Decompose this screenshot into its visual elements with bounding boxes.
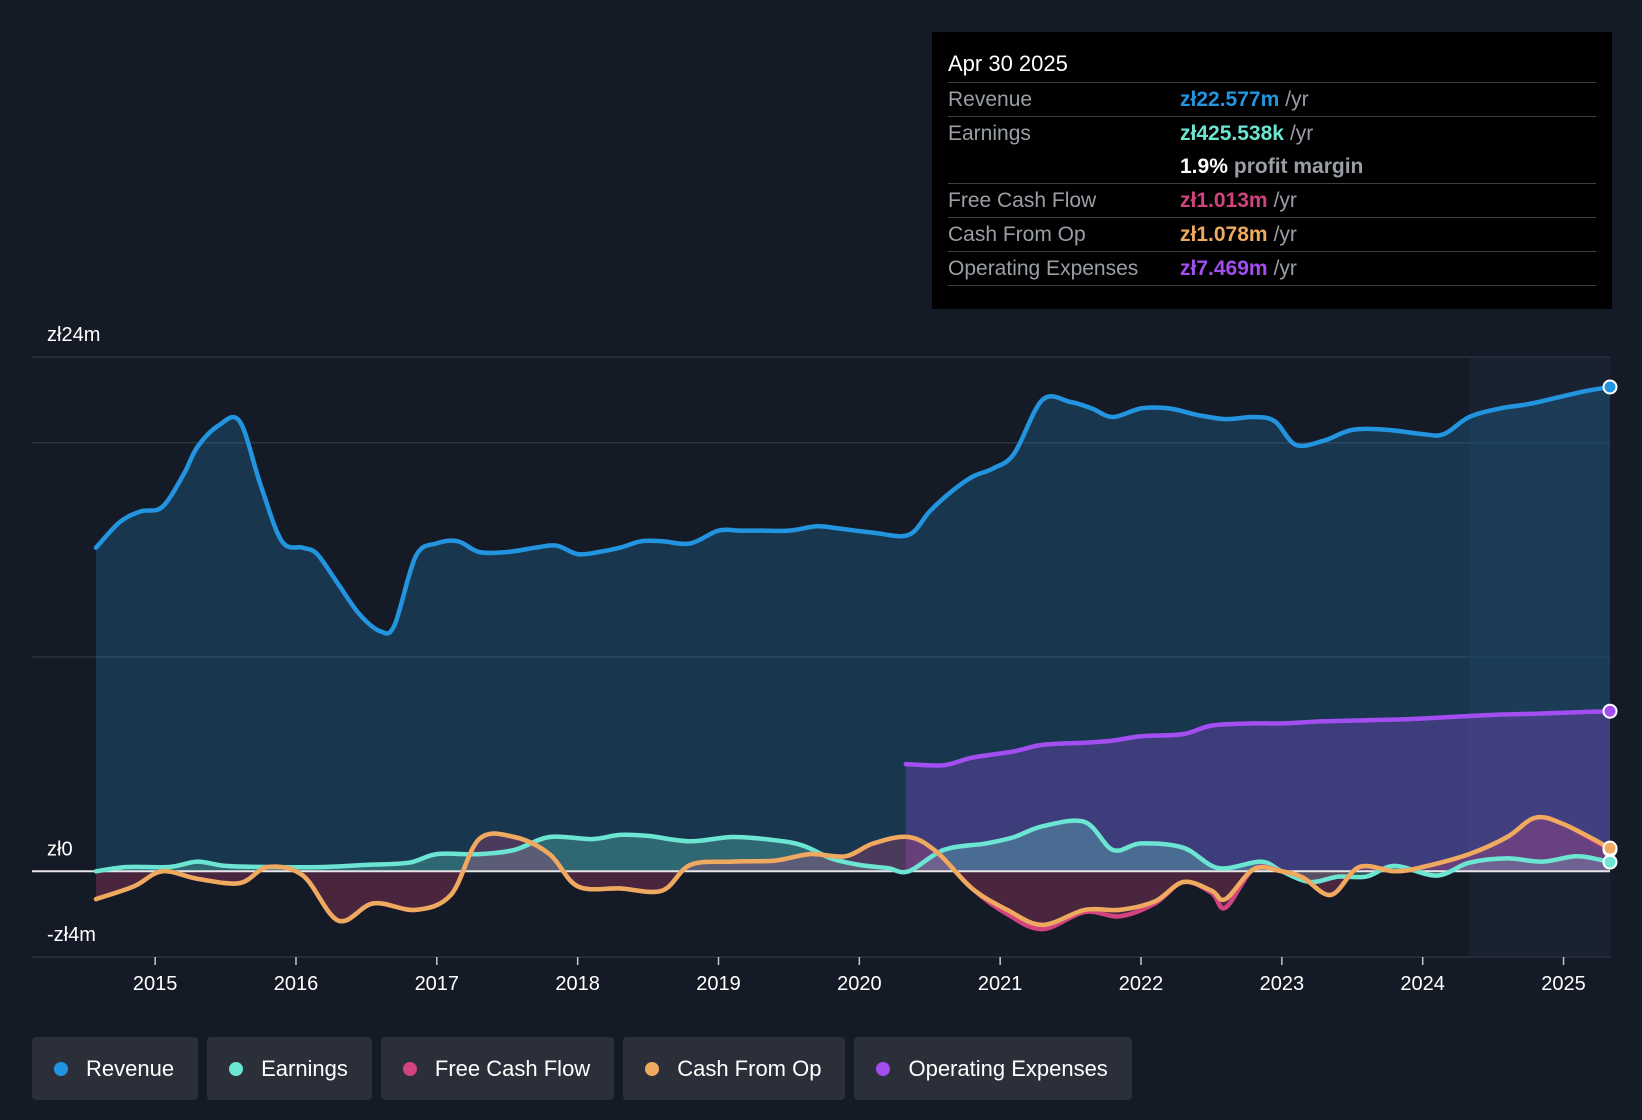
tooltip-row-label: Operating Expenses [948,257,1139,280]
legend-item-revenue[interactable]: Revenue [32,1037,199,1100]
legend-dot-icon [229,1061,244,1076]
tooltip-row-label: Earnings [948,122,1031,145]
tooltip-row-value: zł22.577m [1180,88,1280,111]
operating-expenses-area [905,711,1610,872]
legend-label: Operating Expenses [908,1055,1108,1081]
legend-item-free-cash-flow[interactable]: Free Cash Flow [380,1037,615,1100]
tooltip-row-value: 1.9% [1180,155,1228,178]
series-lines [93,384,1613,932]
tooltip-row-unit: /yr [1273,223,1297,246]
revenue-area [96,387,1610,872]
tooltip-row-label: Cash From Op [948,223,1086,246]
earnings-line [93,818,1613,885]
legend-item-cash-from-op[interactable]: Cash From Op [623,1037,846,1100]
legend-item-operating-expenses[interactable]: Operating Expenses [854,1037,1132,1100]
x-tick-label: 2017 [415,973,460,995]
revenue-endpoint [1602,379,1618,395]
series-endpoints [1602,379,1618,870]
tooltip-row: Cash From Op zł1.078m/yr [948,218,1596,252]
legend-dot-icon [645,1061,660,1076]
x-tick-label: 2019 [696,973,741,995]
earnings-endpoint [1602,854,1618,870]
operating-expenses-line [903,708,1613,768]
x-tick-label: 2015 [133,973,178,995]
tooltip-row: Free Cash Flow zł1.013m/yr [948,184,1596,218]
x-tick-label: 2022 [1119,973,1164,995]
tooltip-rows: Revenue zł22.577m/yr Earnings zł425.538k/yr… [948,83,1596,286]
y-tick-label: zł0 [47,838,73,860]
tooltip-row-value: zł1.078m [1180,223,1268,246]
tooltip-row-value: zł1.013m [1180,189,1268,212]
tooltip-date: Apr 30 2025 [948,46,1596,83]
y-tick-label: zł24m [47,324,100,346]
legend-label: Earnings [261,1055,348,1081]
revenue-line [93,384,1613,636]
series-areas [96,387,1610,930]
tooltip-row: 1.9% profit margin [948,150,1596,184]
earnings-area [96,820,1610,883]
x-tick-label: 2018 [555,973,600,995]
x-tick-label: 2024 [1400,973,1445,995]
legend-dot-icon [402,1061,417,1076]
tooltip-row-unit: /yr [1273,257,1297,280]
x-tick-label: 2023 [1260,973,1305,995]
tooltip-row-unit: /yr [1273,189,1297,212]
legend-item-earnings[interactable]: Earnings [207,1037,372,1100]
tooltip-row-label: Free Cash Flow [948,189,1097,212]
x-tick-label: 2025 [1541,973,1586,995]
x-tick-label: 2016 [274,973,319,995]
tooltip-row-unit: /yr [1289,122,1314,145]
tooltip-row-label: Revenue [948,88,1033,111]
legend-dot-icon [876,1061,891,1076]
legend-label: Cash From Op [677,1055,822,1081]
operating-expenses-endpoint [1602,703,1618,719]
tooltip-row: Revenue zł22.577m/yr [948,83,1596,117]
tooltip-row-value: zł425.538k [1180,122,1284,145]
tooltip-panel: Apr 30 2025 Revenue zł22.577m/yr Earnings z… [932,32,1612,309]
tooltip-row: Operating Expenses zł7.469m/yr [948,252,1596,286]
tooltip-row-unit: /yr [1285,88,1309,111]
x-tick-label: 2021 [978,973,1023,995]
y-tick-label: -zł4m [47,924,96,946]
y-axis-tick-labels: zł24m zł0 -zł4m [47,324,100,946]
x-axis-ticks: 2015 2016 2017 2018 2019 2020 2021 2022 2023 2024… [133,957,1586,995]
legend: Revenue Earnings Free Cash Flow Cash From O… [32,1037,1132,1100]
x-tick-label: 2020 [837,973,882,995]
tooltip-row-value: zł7.469m [1180,257,1268,280]
tooltip-row: Earnings zł425.538k/yr [948,117,1596,150]
tooltip-row-unit: profit margin [1233,155,1364,178]
legend-label: Free Cash Flow [434,1055,591,1081]
cash-from-op-endpoint [1602,840,1618,856]
legend-label: Revenue [86,1055,175,1081]
legend-dot-icon [54,1061,68,1076]
tooltip-row-label [948,150,1180,183]
cash-from-op-line [93,814,1613,928]
